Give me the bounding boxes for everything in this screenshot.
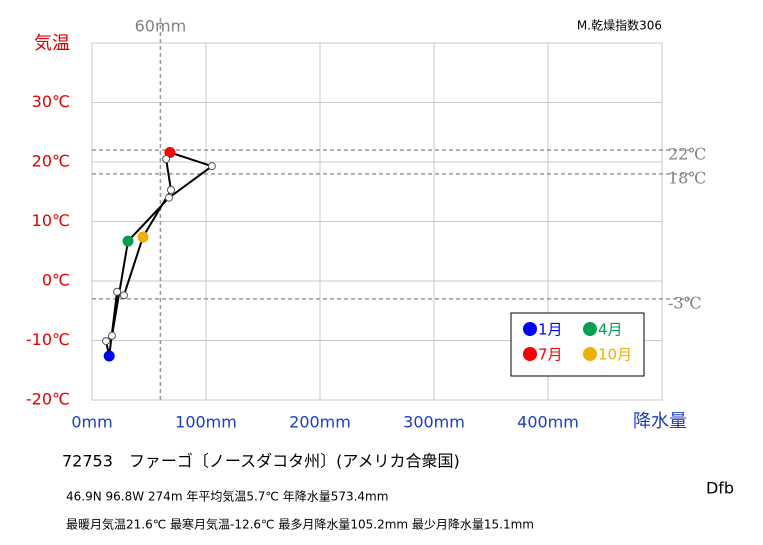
month-point (107, 331, 116, 340)
climate-class: Dfb (706, 479, 734, 498)
month-point (162, 155, 171, 164)
month-point (102, 337, 111, 346)
station: 72753 ファーゴ〔ノースダコタ州〕(アメリカ合衆国) (62, 452, 460, 471)
y-tick-label: -10℃ (26, 330, 70, 349)
x-tick-label: 400mm (517, 413, 579, 432)
y-tick-label: 10℃ (32, 211, 70, 230)
y-tick-label: 30℃ (32, 92, 70, 111)
y-tick-label: 20℃ (32, 152, 70, 171)
info-line: 最暖月気温21.6℃ 最寒月気温-12.6℃ 最多月降水量105.2mm 最少月… (66, 517, 534, 532)
y-axis-label: 気温 (34, 33, 70, 54)
legend-label: 1月 (538, 321, 563, 339)
climate-line (104, 151, 215, 357)
info-line: 46.9N 96.8W 274m 年平均気温5.7℃ 年降水量573.4mm (66, 489, 388, 504)
x-tick-label: 300mm (403, 413, 465, 432)
legend-swatch (583, 322, 597, 336)
month-point (207, 162, 216, 171)
legend-swatch (523, 322, 537, 336)
legend-swatch (523, 347, 537, 361)
legend-label: 4月 (598, 321, 623, 339)
highlight-point (103, 350, 115, 362)
reference-label: 18℃ (668, 168, 706, 187)
month-point (164, 193, 173, 202)
legend-swatch (583, 347, 597, 361)
x-axis-label: 降水量 (633, 411, 687, 432)
highlight-point (164, 146, 176, 158)
reference-label: -3℃ (668, 293, 701, 312)
x-tick-label: 200mm (289, 413, 351, 432)
climate-line-close (108, 291, 119, 357)
legend-label: 7月 (538, 346, 563, 364)
legend-label: 10月 (598, 346, 632, 364)
month-point (167, 185, 176, 194)
highlight-point (122, 235, 134, 247)
y-tick-label: -20℃ (26, 390, 70, 409)
x-tick-label: 100mm (175, 413, 237, 432)
month-point (119, 291, 128, 300)
reference-label: 22℃ (668, 145, 706, 164)
highlight-point (137, 231, 149, 243)
aridity-note: M.乾燥指数306 (577, 18, 662, 33)
y-tick-label: 0℃ (42, 271, 70, 290)
reference-label: 60mm (135, 17, 187, 36)
month-point (113, 287, 122, 296)
x-tick-label: 0mm (71, 413, 112, 432)
